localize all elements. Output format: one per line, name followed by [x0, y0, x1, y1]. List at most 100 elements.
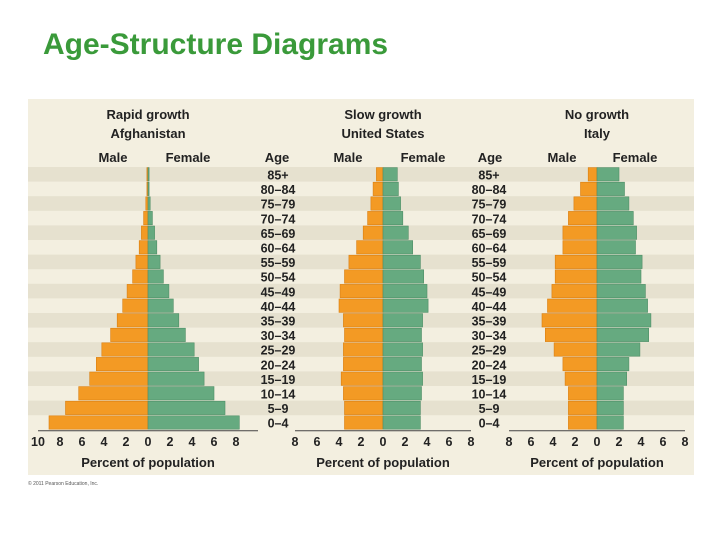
age-label: 5–9	[268, 402, 289, 416]
female-bar-20–24	[382, 357, 422, 372]
age-label: 10–14	[261, 388, 296, 402]
male-header: Male	[334, 150, 363, 165]
age-label: 85+	[478, 169, 499, 183]
male-bar-20–24	[562, 357, 598, 372]
male-bar-40–44	[122, 298, 149, 313]
x-axis-label: Percent of population	[530, 455, 664, 470]
chart-title: Rapid growth	[106, 107, 189, 122]
age-label: 75–79	[261, 198, 296, 212]
male-bar-25–29	[101, 342, 149, 357]
male-bar-25–29	[553, 342, 598, 357]
female-bar-80–84	[596, 181, 625, 196]
x-tick-label: 4	[101, 435, 108, 449]
female-bar-65–69	[596, 225, 637, 240]
male-header: Male	[99, 150, 128, 165]
x-tick-label: 8	[506, 435, 513, 449]
female-bar-5–9	[382, 400, 421, 415]
female-bar-60–64	[147, 240, 158, 255]
row-band	[28, 167, 694, 182]
female-bar-30–34	[596, 327, 650, 342]
female-bar-55–59	[596, 254, 643, 269]
female-bar-35–39	[596, 313, 652, 328]
age-label: 55–59	[472, 256, 507, 270]
x-tick-label: 8	[468, 435, 475, 449]
female-bar-20–24	[147, 357, 199, 372]
female-bar-85+	[596, 167, 620, 182]
female-bar-10–14	[596, 386, 624, 401]
female-bar-80–84	[382, 181, 399, 196]
male-bar-45–49	[126, 284, 149, 299]
age-label: 25–29	[261, 344, 296, 358]
female-bar-15–19	[382, 371, 423, 386]
x-tick-label: 4	[550, 435, 557, 449]
male-bar-50–54	[554, 269, 598, 284]
male-bar-40–44	[547, 298, 598, 313]
age-label: 35–39	[472, 315, 507, 329]
female-bar-10–14	[382, 386, 422, 401]
age-label: 40–44	[261, 300, 296, 314]
female-bar-65–69	[382, 225, 409, 240]
male-bar-10–14	[343, 386, 384, 401]
x-tick-label: 6	[211, 435, 218, 449]
female-bar-75–79	[596, 196, 630, 211]
x-tick-label: 0	[594, 435, 601, 449]
chart-subtitle: Afghanistan	[110, 126, 185, 141]
female-bar-25–29	[147, 342, 195, 357]
female-bar-35–39	[382, 313, 423, 328]
male-bar-0–4	[568, 415, 598, 430]
age-label: 70–74	[472, 212, 507, 226]
x-tick-label: 2	[123, 435, 130, 449]
male-bar-55–59	[554, 254, 598, 269]
age-label: 35–39	[261, 315, 296, 329]
chart-title: No growth	[565, 107, 629, 122]
female-bar-65–69	[147, 225, 155, 240]
male-bar-85+	[376, 167, 384, 182]
female-bar-55–59	[382, 254, 421, 269]
age-label: 65–69	[261, 227, 296, 241]
x-tick-label: 8	[682, 435, 689, 449]
age-label: 30–34	[472, 329, 507, 343]
age-label: 20–24	[261, 358, 296, 372]
female-bar-85+	[147, 167, 150, 182]
age-label: 30–34	[261, 329, 296, 343]
x-tick-label: 6	[314, 435, 321, 449]
male-bar-35–39	[116, 313, 149, 328]
male-bar-60–64	[562, 240, 598, 255]
age-label: 10–14	[472, 388, 507, 402]
x-tick-label: 6	[660, 435, 667, 449]
male-bar-70–74	[143, 211, 149, 226]
male-bar-75–79	[145, 196, 149, 211]
male-bar-45–49	[339, 284, 384, 299]
male-bar-35–39	[541, 313, 598, 328]
female-bar-50–54	[382, 269, 425, 284]
female-bar-45–49	[596, 284, 646, 299]
female-bar-40–44	[147, 298, 174, 313]
male-bar-20–24	[96, 357, 149, 372]
female-bar-85+	[382, 167, 398, 182]
male-bar-70–74	[367, 211, 384, 226]
male-bar-60–64	[356, 240, 384, 255]
female-bar-75–79	[147, 196, 151, 211]
male-bar-85+	[587, 167, 598, 182]
age-label: 55–59	[261, 256, 296, 270]
age-label: 70–74	[261, 212, 296, 226]
x-tick-label: 2	[358, 435, 365, 449]
female-bar-30–34	[147, 327, 186, 342]
male-bar-80–84	[580, 181, 598, 196]
age-label: 5–9	[479, 402, 500, 416]
chart-title: Slow growth	[344, 107, 421, 122]
x-tick-label: 2	[402, 435, 409, 449]
male-bar-20–24	[343, 357, 384, 372]
female-bar-60–64	[382, 240, 414, 255]
male-bar-5–9	[344, 400, 384, 415]
x-tick-label: 6	[446, 435, 453, 449]
age-label: 60–64	[261, 242, 296, 256]
age-label: 0–4	[479, 417, 500, 431]
male-bar-15–19	[564, 371, 598, 386]
row-band	[28, 196, 694, 211]
male-bar-10–14	[568, 386, 598, 401]
male-bar-25–29	[343, 342, 384, 357]
female-bar-50–54	[596, 269, 642, 284]
female-bar-5–9	[147, 400, 226, 415]
